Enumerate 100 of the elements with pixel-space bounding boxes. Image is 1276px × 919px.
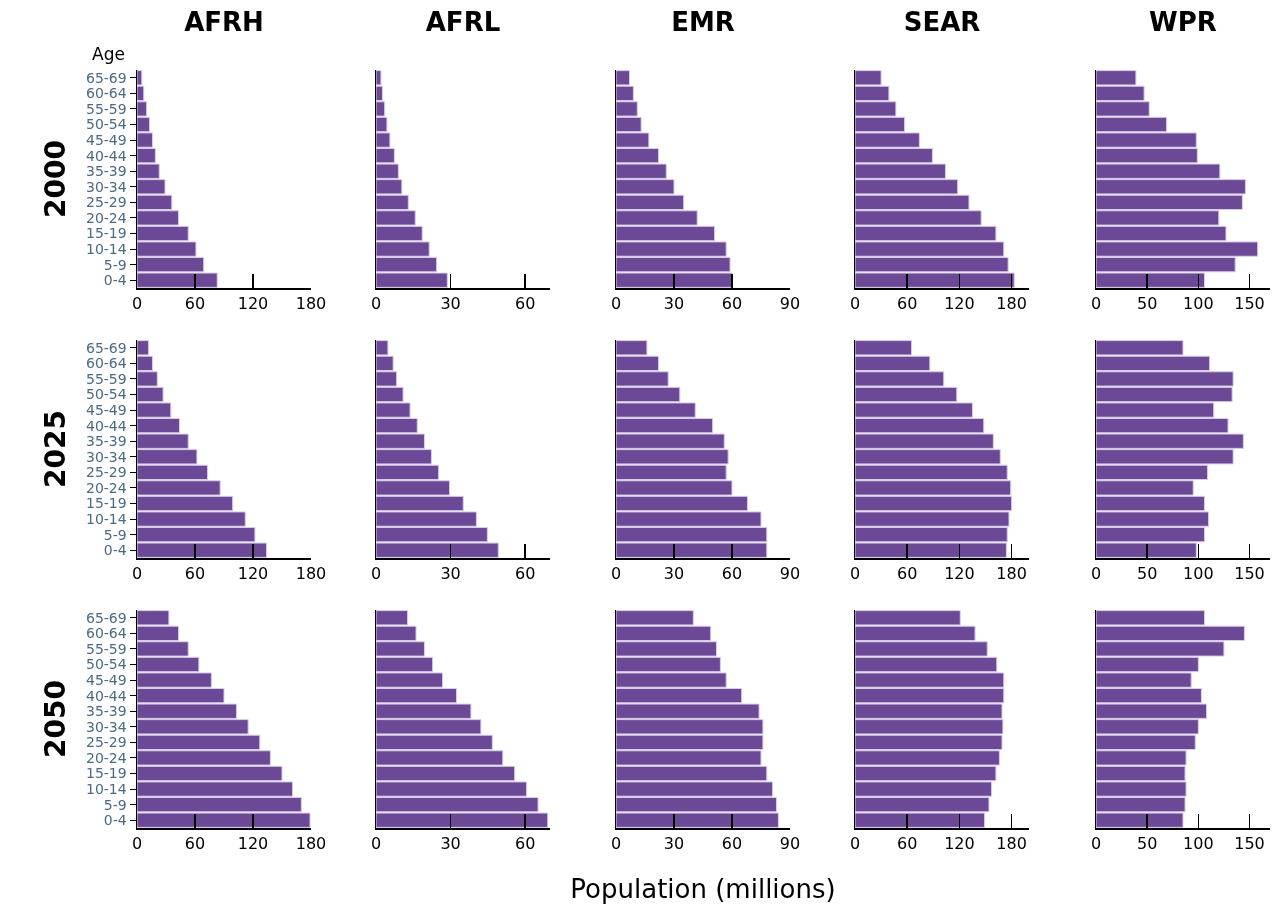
x-tick-label: 30 [440,293,461,313]
x-tick-label: 30 [663,833,685,853]
y-tick-label: 30-34 [86,448,127,465]
y-tick-label: 65-69 [86,609,127,626]
y-axis-title: 2050 [38,680,72,758]
x-tick-label: 180 [295,833,327,853]
x-tick-label: 50 [1137,833,1158,853]
x-tick-label: 0 [849,833,861,853]
y-tick-label: 65-69 [86,69,127,86]
y-tick-label: 55-59 [86,370,127,387]
y-tick-label: 25-29 [86,194,127,211]
x-tick-label: 0 [370,293,382,313]
x-tick-label: 180 [295,563,327,583]
x-tick-label: 120 [237,833,269,853]
x-tick-label: 30 [663,293,685,313]
x-tick-label: 60 [184,833,206,853]
x-tick-label: 90 [779,833,801,853]
chart-title: AFRH [184,7,264,38]
y-tick-label: 40-44 [86,417,127,434]
x-tick-label: 90 [779,293,801,313]
y-tick-label: 40-44 [86,147,127,164]
y-tick-label: 60-64 [86,625,127,642]
chart-title: EMR [671,7,735,38]
x-tick-label: 100 [1183,563,1214,583]
x-tick-label: 60 [721,833,743,853]
y-tick-label: 10-14 [86,240,127,257]
y-tick-label: 45-49 [86,671,127,688]
x-tick-label: 60 [184,563,206,583]
y-tick-label: 35-39 [86,163,127,180]
x-tick-label: 0 [1090,563,1102,583]
chart-title: SEAR [903,7,981,38]
y-axis-title: 2025 [38,410,72,488]
y-tick-label: 5-9 [103,526,127,543]
x-tick-label: 60 [897,563,918,583]
x-tick-label: 180 [996,563,1027,583]
y-tick-label: 50-54 [86,386,127,403]
y-tick-label: 20-24 [86,749,127,766]
x-tick-label: 60 [184,293,206,313]
x-tick-label: 150 [1234,293,1265,313]
x-tick-label: 60 [721,293,743,313]
y-tick-label: 50-54 [86,656,127,673]
x-tick-label: 30 [440,563,461,583]
y-tick-label: 25-29 [86,464,127,481]
y-tick-label: 10-14 [86,780,127,797]
y-tick-label: 30-34 [86,178,127,195]
chart-title: AFRL [425,7,501,38]
x-tick-label: 0 [610,563,622,583]
x-tick-label: 0 [849,563,861,583]
y-tick-label: 20-24 [86,209,127,226]
x-tick-label: 0 [1090,833,1102,853]
y-tick-label: 20-24 [86,479,127,496]
y-tick-label: 0-4 [103,542,127,559]
x-tick-label: 120 [944,293,975,313]
y-tick-label: 60-64 [86,85,127,102]
x-tick-label: 100 [1183,293,1214,313]
x-tick-label: 0 [370,563,382,583]
x-tick-label: 60 [897,833,918,853]
y-tick-label: 45-49 [86,401,127,418]
y-tick-label: 55-59 [86,640,127,657]
x-tick-label: 0 [1090,293,1102,313]
y-tick-label: 25-29 [86,734,127,751]
x-tick-label: 60 [514,833,536,853]
y-tick-label: 60-64 [86,355,127,372]
x-tick-label: 180 [996,833,1027,853]
x-tick-label: 90 [779,563,801,583]
x-tick-label: 120 [944,833,975,853]
x-axis-title: Population (millions) [570,874,836,905]
x-tick-label: 0 [610,833,622,853]
x-tick-label: 50 [1137,563,1158,583]
x-tick-label: 100 [1183,833,1214,853]
y-tick-label: 0-4 [103,272,127,289]
y-tick-label: 45-49 [86,131,127,148]
x-tick-label: 180 [996,293,1027,313]
x-tick-label: 60 [514,563,536,583]
y-tick-label: 15-19 [86,495,127,512]
x-tick-label: 0 [610,293,622,313]
x-tick-label: 150 [1234,833,1265,853]
x-tick-label: 180 [295,293,327,313]
x-tick-label: 0 [131,293,143,313]
y-tick-label: 65-69 [86,339,127,356]
x-tick-label: 50 [1137,293,1158,313]
x-tick-label: 120 [944,563,975,583]
y-tick-label: 35-39 [86,433,127,450]
y-tick-label: 55-59 [86,100,127,117]
x-tick-label: 30 [440,833,461,853]
y-tick-label: 10-14 [86,510,127,527]
y-tick-label: 15-19 [86,765,127,782]
y-tick-label: 15-19 [86,225,127,242]
x-tick-label: 120 [237,563,269,583]
x-tick-label: 60 [897,293,918,313]
chart-title: WPR [1149,7,1217,38]
y-tick-label: 35-39 [86,703,127,720]
y-tick-label: 5-9 [103,256,127,273]
x-tick-label: 120 [237,293,269,313]
x-tick-label: 0 [131,833,143,853]
y-tick-label: 0-4 [103,812,127,829]
x-tick-label: 60 [721,563,743,583]
y-tick-label: 50-54 [86,116,127,133]
y-tick-label: 30-34 [86,718,127,735]
y-axis-title: 2000 [38,140,72,218]
